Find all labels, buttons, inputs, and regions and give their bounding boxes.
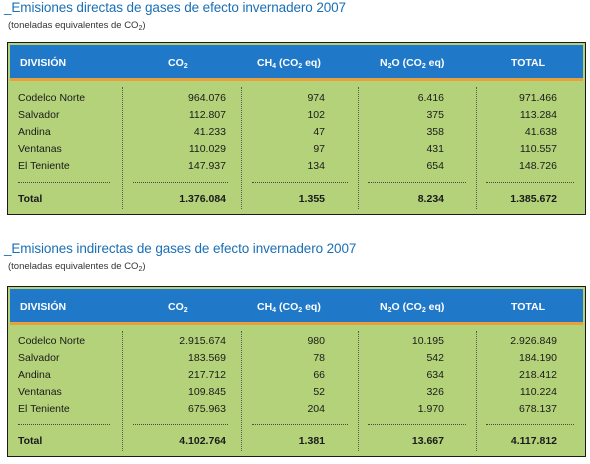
- total-divider: [133, 182, 228, 183]
- cell-total: 113.284: [519, 109, 557, 121]
- cell-co2: 675.963: [188, 403, 226, 415]
- cell-division: Total: [18, 193, 43, 205]
- cell-ch4: 1.355: [298, 193, 325, 205]
- header-ch4: CH4 (CO2 eq): [257, 57, 321, 70]
- header-division: DIVISIÓN: [20, 301, 67, 313]
- column-divider: [122, 87, 123, 209]
- cell-co2: 2.915.674: [179, 335, 226, 347]
- cell-division: Codelco Norte: [18, 92, 86, 104]
- direct-emissions-section: _Emisiones directas de gases de efecto i…: [0, 0, 590, 220]
- cell-ch4: 47: [313, 126, 325, 138]
- cell-total: 184.190: [519, 352, 557, 364]
- cell-ch4: 97: [313, 143, 325, 155]
- cell-n2o: 10.195: [411, 335, 444, 347]
- column-divider: [476, 87, 477, 209]
- cell-division: El Teniente: [18, 160, 70, 172]
- cell-ch4: 134: [307, 160, 325, 172]
- indirect-emissions-table: DIVISIÓN CO2 CH4 (CO2 eq) N2O (CO2 eq) T…: [7, 286, 586, 457]
- cell-division: El Teniente: [18, 403, 70, 415]
- cell-n2o: 6.416: [417, 92, 444, 104]
- cell-total: 2.926.849: [510, 335, 557, 347]
- cell-total: 1.385.672: [510, 193, 557, 205]
- cell-co2: 109.845: [188, 386, 226, 398]
- cell-division: Salvador: [18, 352, 60, 364]
- total-divider: [252, 424, 348, 425]
- cell-ch4: 1.381: [298, 435, 325, 447]
- cell-division: Codelco Norte: [18, 335, 86, 347]
- cell-ch4: 66: [313, 369, 325, 381]
- cell-total: 218.412: [519, 369, 557, 381]
- cell-ch4: 974: [307, 92, 325, 104]
- cell-co2: 217.712: [188, 369, 226, 381]
- header-co2: CO2: [168, 301, 188, 314]
- column-divider: [358, 331, 359, 451]
- header-total: TOTAL: [511, 301, 546, 313]
- cell-ch4: 102: [307, 109, 325, 121]
- header-division: DIVISIÓN: [20, 57, 67, 69]
- cell-n2o: 634: [426, 369, 444, 381]
- table-header: DIVISIÓN CO2 CH4 (CO2 eq) N2O (CO2 eq) T…: [10, 45, 583, 81]
- cell-n2o: 8.234: [417, 193, 444, 205]
- cell-division: Andina: [18, 126, 51, 138]
- total-divider: [133, 424, 228, 425]
- cell-co2: 964.076: [188, 92, 226, 104]
- total-divider: [18, 424, 110, 425]
- cell-total: 971.466: [519, 92, 557, 104]
- header-ch4: CH4 (CO2 eq): [257, 301, 321, 314]
- cell-ch4: 204: [307, 403, 325, 415]
- header-n2o: N2O (CO2 eq): [380, 57, 445, 70]
- cell-n2o: 326: [426, 386, 444, 398]
- total-divider: [252, 182, 348, 183]
- total-divider: [486, 182, 574, 183]
- total-divider: [368, 182, 466, 183]
- cell-co2: 1.376.084: [179, 193, 226, 205]
- cell-division: Ventanas: [18, 143, 62, 155]
- cell-n2o: 358: [426, 126, 444, 138]
- cell-co2: 110.029: [188, 143, 226, 155]
- section-subtitle: (toneladas equivalentes de CO2): [8, 261, 146, 273]
- cell-co2: 41.233: [193, 126, 226, 138]
- cell-total: 110.557: [519, 143, 557, 155]
- cell-total: 110.224: [519, 386, 557, 398]
- cell-n2o: 431: [426, 143, 444, 155]
- cell-division: Ventanas: [18, 386, 62, 398]
- total-divider: [18, 182, 110, 183]
- cell-division: Salvador: [18, 109, 60, 121]
- cell-total: 148.726: [519, 160, 557, 172]
- section-subtitle: (toneladas equivalentes de CO2): [8, 20, 146, 32]
- cell-co2: 112.807: [188, 109, 226, 121]
- indirect-emissions-section: _Emisiones indirectas de gases de efecto…: [0, 241, 590, 464]
- total-divider: [486, 424, 574, 425]
- direct-emissions-table: DIVISIÓN CO2 CH4 (CO2 eq) N2O (CO2 eq) T…: [7, 42, 586, 215]
- section-title: _Emisiones indirectas de gases de efecto…: [4, 241, 357, 256]
- cell-co2: 4.102.764: [179, 435, 226, 447]
- cell-n2o: 13.667: [411, 435, 444, 447]
- cell-co2: 183.569: [188, 352, 226, 364]
- cell-ch4: 52: [313, 386, 325, 398]
- header-n2o: N2O (CO2 eq): [380, 301, 445, 314]
- column-divider: [122, 331, 123, 451]
- cell-n2o: 1.970: [417, 403, 444, 415]
- total-divider: [368, 424, 466, 425]
- cell-co2: 147.937: [188, 160, 226, 172]
- section-title: _Emisiones directas de gases de efecto i…: [4, 0, 346, 15]
- cell-ch4: 78: [313, 352, 325, 364]
- header-co2: CO2: [168, 57, 188, 70]
- cell-n2o: 375: [426, 109, 444, 121]
- header-total: TOTAL: [511, 57, 546, 69]
- cell-ch4: 980: [307, 335, 325, 347]
- cell-division: Total: [18, 435, 43, 447]
- column-divider: [241, 87, 242, 209]
- cell-total: 41.638: [524, 126, 557, 138]
- cell-total: 4.117.812: [510, 435, 557, 447]
- column-divider: [476, 331, 477, 451]
- cell-total: 678.137: [519, 403, 557, 415]
- table-header: DIVISIÓN CO2 CH4 (CO2 eq) N2O (CO2 eq) T…: [10, 289, 583, 325]
- cell-division: Andina: [18, 369, 51, 381]
- cell-n2o: 654: [426, 160, 444, 172]
- column-divider: [358, 87, 359, 209]
- column-divider: [241, 331, 242, 451]
- cell-n2o: 542: [426, 352, 444, 364]
